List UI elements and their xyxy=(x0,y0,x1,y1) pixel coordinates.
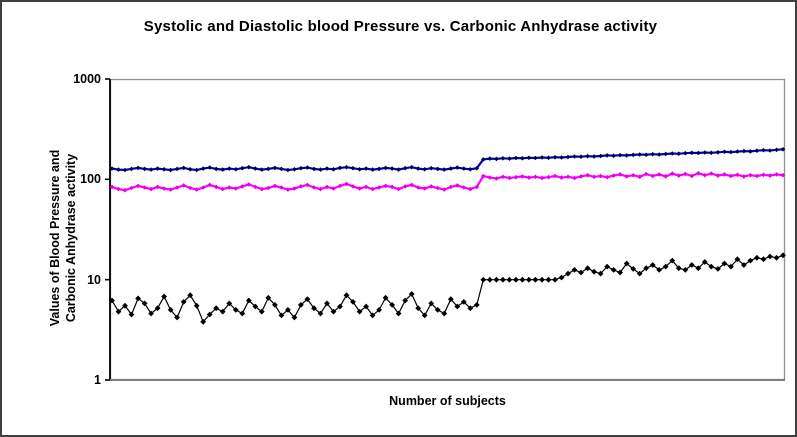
y-tick-label-1: 1 xyxy=(94,373,101,387)
plot-border xyxy=(109,78,786,381)
series-line-2 xyxy=(111,172,784,192)
x-axis-title: Number of subjects xyxy=(389,394,506,408)
series-markers-3 xyxy=(109,252,786,325)
series-markers-1 xyxy=(109,147,786,173)
y-tick-label-1000: 1000 xyxy=(73,72,101,86)
series-line-3 xyxy=(111,254,784,323)
series-line-1 xyxy=(111,148,784,172)
y-tick-label-100: 100 xyxy=(80,172,101,186)
chart-title: Systolic and Diastolic blood Pressure vs… xyxy=(143,18,658,35)
y-tick-label-10: 10 xyxy=(87,273,101,287)
